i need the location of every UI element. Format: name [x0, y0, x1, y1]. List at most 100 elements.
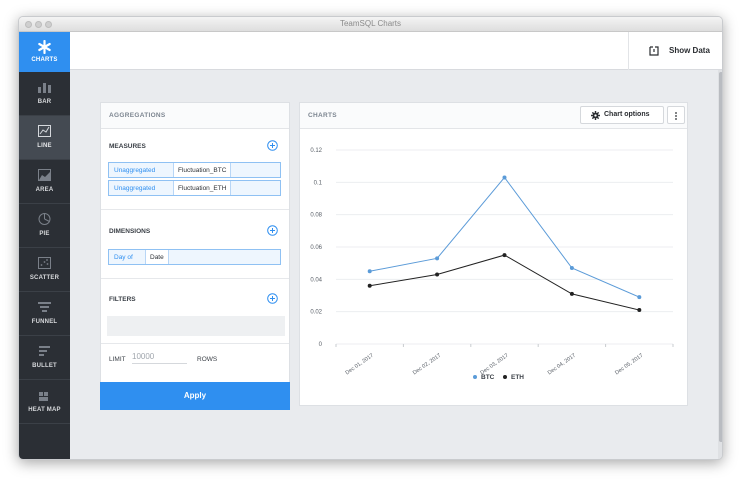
limit-input[interactable]: 10000: [132, 352, 187, 364]
add-filter-plus-icon[interactable]: [267, 293, 278, 304]
section-divider: [101, 343, 289, 344]
heat-map-icon: [39, 392, 48, 401]
sidebar: CHARTS BAR LINE AREA: [19, 32, 70, 459]
measures-label: MEASURES: [109, 143, 146, 150]
data-point-eth: [502, 253, 507, 258]
data-point-btc: [367, 269, 372, 274]
kebab-menu-icon: [675, 112, 677, 120]
aggregations-panel: AGGREGATIONS MEASURES Unaggregated Fluct…: [100, 102, 290, 383]
area-chart-icon: [38, 169, 51, 181]
data-point-btc: [637, 295, 642, 300]
dimension-aggregation[interactable]: Day of: [114, 254, 133, 261]
data-point-eth: [569, 291, 574, 296]
bar-chart-icon: [38, 83, 51, 93]
window-title: TeamSQL Charts: [339, 19, 402, 28]
sidebar-item-label: SCATTER: [29, 275, 60, 281]
y-tick-label: 0.12: [310, 148, 322, 154]
charts-panel: CHARTS Chart options 0.12 0.1 0.08 0.06 0.04…: [299, 102, 688, 406]
data-point-btc: [502, 175, 507, 180]
data-point-btc: [569, 266, 574, 271]
legend-marker-btc: [473, 375, 477, 379]
pie-chart-icon: [38, 213, 51, 225]
more-options-button[interactable]: [667, 106, 685, 124]
top-bar: Show Data: [70, 32, 722, 70]
rows-label: ROWS: [197, 356, 218, 363]
sidebar-item-label: PIE: [39, 231, 50, 237]
x-tick-label: Dec 05, 2017: [614, 353, 644, 377]
sidebar-item-heat-map[interactable]: HEAT MAP: [19, 380, 70, 424]
chart-options-button[interactable]: Chart options: [580, 106, 664, 124]
aggregations-title: AGGREGATIONS: [109, 112, 166, 119]
apply-button[interactable]: Apply: [100, 382, 290, 410]
sidebar-item-bar[interactable]: BAR: [19, 72, 70, 116]
measure-field[interactable]: Fluctuation_BTC: [173, 163, 232, 177]
x-tick-label: Dec 03, 2017: [479, 353, 509, 377]
show-data-label: Show Data: [669, 46, 710, 55]
measure-aggregation[interactable]: Unaggregated: [114, 167, 156, 174]
add-measure-plus-icon[interactable]: [267, 140, 278, 151]
bullet-chart-icon: [39, 346, 50, 356]
x-tick-label: Dec 04, 2017: [547, 353, 577, 377]
funnel-chart-icon: [38, 302, 51, 312]
sidebar-item-bullet[interactable]: BULLET: [19, 336, 70, 380]
asterisk-icon: [38, 40, 51, 54]
y-tick-label: 0.02: [310, 310, 322, 316]
sidebar-item-label: BAR: [37, 99, 52, 105]
measure-pill[interactable]: Unaggregated Fluctuation_ETH: [108, 180, 281, 196]
sidebar-item-label: CHARTS: [31, 57, 58, 63]
measure-field[interactable]: Fluctuation_ETH: [173, 181, 232, 195]
legend-marker-eth: [503, 375, 507, 379]
add-dimension-plus-icon[interactable]: [267, 225, 278, 236]
scrollbar-thumb[interactable]: [719, 72, 722, 442]
chart-options-label: Chart options: [604, 111, 650, 118]
y-tick-label: 0.06: [310, 245, 322, 251]
data-point-eth: [637, 308, 642, 313]
y-tick-label: 0: [319, 342, 323, 348]
sidebar-item-label: BULLET: [32, 363, 57, 369]
legend-label-eth: ETH: [511, 374, 524, 381]
vertical-scrollbar[interactable]: [718, 70, 722, 459]
data-point-eth: [435, 272, 440, 277]
sidebar-item-funnel[interactable]: FUNNEL: [19, 292, 70, 336]
y-tick-label: 0.08: [310, 213, 322, 219]
charts-title: CHARTS: [308, 112, 337, 119]
dimensions-label: DIMENSIONS: [109, 228, 151, 235]
aggregations-header: AGGREGATIONS: [101, 103, 289, 129]
app-window: TeamSQL Charts CHARTS BAR LINE: [18, 16, 723, 460]
dimension-field[interactable]: Date: [145, 250, 169, 264]
y-tick-label: 0.04: [310, 277, 322, 283]
x-tick-label: Dec 01, 2017: [345, 353, 375, 377]
sidebar-item-label: HEAT MAP: [28, 407, 61, 413]
minimize-window-button[interactable]: [35, 21, 42, 28]
sidebar-item-label: AREA: [35, 187, 54, 193]
legend-label-btc: BTC: [481, 374, 495, 381]
dimension-pill[interactable]: Day of Date: [108, 249, 281, 265]
data-point-btc: [435, 256, 440, 261]
data-point-eth: [367, 283, 372, 288]
zoom-window-button[interactable]: [45, 21, 52, 28]
measure-aggregation[interactable]: Unaggregated: [114, 185, 156, 192]
sidebar-item-pie[interactable]: PIE: [19, 204, 70, 248]
sidebar-item-line[interactable]: LINE: [19, 116, 70, 160]
section-divider: [101, 209, 289, 210]
sidebar-item-charts[interactable]: CHARTS: [19, 32, 70, 72]
sidebar-item-scatter[interactable]: SCATTER: [19, 248, 70, 292]
sidebar-item-label: FUNNEL: [31, 319, 58, 325]
filter-drop-zone[interactable]: [107, 316, 285, 336]
close-window-button[interactable]: [25, 21, 32, 28]
section-divider: [101, 278, 289, 279]
scatter-chart-icon: [38, 257, 51, 269]
filters-label: FILTERS: [109, 296, 136, 303]
gear-icon: [591, 111, 600, 120]
table-icon: [649, 46, 659, 56]
sidebar-item-label: LINE: [37, 143, 52, 149]
x-tick-label: Dec 02, 2017: [412, 353, 442, 377]
limit-label: LIMIT: [109, 356, 126, 363]
y-tick-label: 0.1: [314, 180, 323, 186]
measure-pill[interactable]: Unaggregated Fluctuation_BTC: [108, 162, 281, 178]
line-chart: 0.12 0.1 0.08 0.06 0.04 0.02 0 Dec 01, 2017 Dec …: [310, 148, 674, 381]
line-chart-icon: [38, 125, 51, 137]
sidebar-item-area[interactable]: AREA: [19, 160, 70, 204]
show-data-button[interactable]: Show Data: [628, 32, 722, 70]
title-bar: TeamSQL Charts: [19, 17, 722, 32]
